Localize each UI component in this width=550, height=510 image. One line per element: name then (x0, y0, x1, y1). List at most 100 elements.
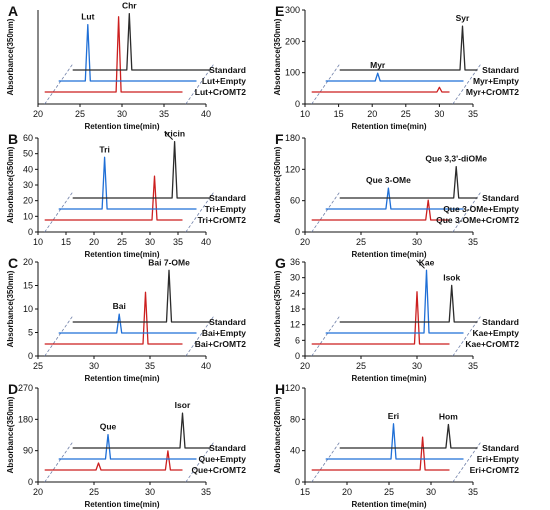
x-axis-title: Retention time(min) (84, 374, 159, 383)
guide-line (185, 315, 215, 357)
panel-letter: H (275, 381, 285, 397)
trace-label: Tri+CrOMT2 (198, 215, 247, 225)
trace-label: Lut+Empty (202, 76, 246, 86)
y-tick-label: 300 (285, 5, 300, 15)
y-tick-label: 10 (23, 304, 33, 314)
trace-empty (58, 156, 197, 210)
x-tick-label: 20 (367, 109, 377, 119)
y-tick-label: 15 (23, 281, 33, 291)
guide-line (311, 441, 341, 483)
peak-label: tricin (164, 129, 185, 139)
guide-line (44, 191, 74, 233)
guide-line (452, 441, 482, 483)
trace-label: Standard (209, 193, 246, 203)
x-tick-label: 30 (434, 109, 444, 119)
y-tick-label: 10 (23, 211, 33, 221)
peak-label: Tri (99, 144, 109, 154)
panel-letter: C (8, 255, 18, 271)
trace-label: Standard (482, 193, 519, 203)
trace-label: Bai+CrOMT2 (195, 339, 247, 349)
trace-label: Standard (482, 443, 519, 453)
y-axis-title: Absorbance(350nm) (273, 146, 282, 223)
panel-d: D 20 25 30 35 0 90 180 270 Retention time(min) Abs… (6, 381, 246, 509)
x-tick-label: 30 (89, 361, 99, 371)
x-tick-label: 10 (33, 237, 43, 247)
trace-empty (58, 433, 197, 460)
x-tick-label: 30 (412, 361, 422, 371)
x-tick-label: 20 (33, 487, 43, 497)
trace-cromt2 (311, 436, 450, 471)
x-tick-label: 25 (384, 487, 394, 497)
trace-empty (58, 23, 197, 82)
panel-letter: E (275, 3, 284, 19)
y-tick-label: 0 (28, 351, 33, 361)
trace-label: Lut+CrOMT2 (195, 87, 247, 97)
trace-label: Que+CrOMT2 (191, 465, 246, 475)
y-tick-label: 100 (285, 68, 300, 78)
trace-standard (339, 284, 478, 323)
trace-standard (72, 269, 211, 323)
y-tick-label: 0 (28, 227, 33, 237)
peak-label: Eri (388, 411, 399, 421)
x-tick-label: 15 (300, 487, 310, 497)
guide-line (311, 191, 341, 233)
trace-cromt2 (44, 450, 183, 471)
trace-label: Kae+Empty (472, 328, 519, 338)
guide-line (44, 441, 74, 483)
peak-label: Bai 7-OMe (148, 257, 190, 267)
peak-label: Lut (81, 12, 94, 22)
panel-f: F 20 25 30 35 0 60 120 180 Retention time(min) Abs… (273, 131, 519, 259)
peak-label: Chr (122, 1, 137, 11)
y-axis-title: Absorbance(350nm) (6, 270, 15, 347)
panel-letter: D (8, 381, 18, 397)
trace-standard (339, 166, 478, 199)
trace-label: Que+Empty (199, 454, 247, 464)
trace-label: Kae+CrOMT2 (465, 339, 519, 349)
trace-label: Tri+Empty (205, 204, 247, 214)
x-axis-title: Retention time(min) (84, 500, 159, 509)
x-tick-label: 20 (300, 361, 310, 371)
guide-line (44, 315, 74, 357)
trace-cromt2 (44, 16, 183, 93)
y-tick-label: 20 (23, 196, 33, 206)
y-tick-label: 0 (28, 477, 33, 487)
x-tick-label: 30 (426, 487, 436, 497)
y-tick-label: 180 (285, 133, 300, 143)
peak-label: Isor (175, 400, 191, 410)
y-tick-label: 180 (18, 414, 33, 424)
y-tick-label: 0 (295, 99, 300, 109)
peak-label: Myr (370, 60, 386, 70)
trace-cromt2 (311, 86, 450, 93)
y-tick-label: 40 (23, 164, 33, 174)
x-tick-label: 25 (89, 487, 99, 497)
trace-label: Standard (209, 443, 246, 453)
x-tick-label: 35 (173, 237, 183, 247)
x-tick-label: 35 (468, 487, 478, 497)
x-tick-label: 30 (412, 237, 422, 247)
y-tick-label: 80 (290, 414, 300, 424)
guide-line (452, 63, 482, 105)
peak-label: Que 3,3'-diOMe (425, 154, 487, 164)
y-tick-label: 20 (23, 257, 33, 267)
x-tick-label: 25 (401, 109, 411, 119)
y-tick-label: 50 (23, 149, 33, 159)
y-axis-title: Absorbance(350nm) (273, 270, 282, 347)
panel-letter: F (275, 131, 284, 147)
x-tick-label: 20 (89, 237, 99, 247)
x-tick-label: 20 (342, 487, 352, 497)
trace-empty (325, 72, 464, 82)
panel-h: H 15 20 25 30 35 0 40 80 120 Retention time(min) Ab… (273, 381, 519, 509)
y-tick-label: 60 (23, 133, 33, 143)
y-tick-label: 120 (285, 383, 300, 393)
trace-standard (72, 412, 211, 449)
x-axis-title: Retention time(min) (351, 250, 426, 259)
x-tick-label: 30 (117, 109, 127, 119)
y-tick-label: 270 (18, 383, 33, 393)
y-tick-label: 30 (290, 273, 300, 283)
x-tick-label: 35 (468, 361, 478, 371)
panel-c: C 25 30 35 40 0 5 10 15 20 Retention time(min) Abso… (6, 255, 246, 383)
trace-label: Que 3-OMe+CrOMT2 (436, 215, 519, 225)
guide-line (185, 191, 215, 233)
peak-label: Kae (419, 257, 435, 267)
